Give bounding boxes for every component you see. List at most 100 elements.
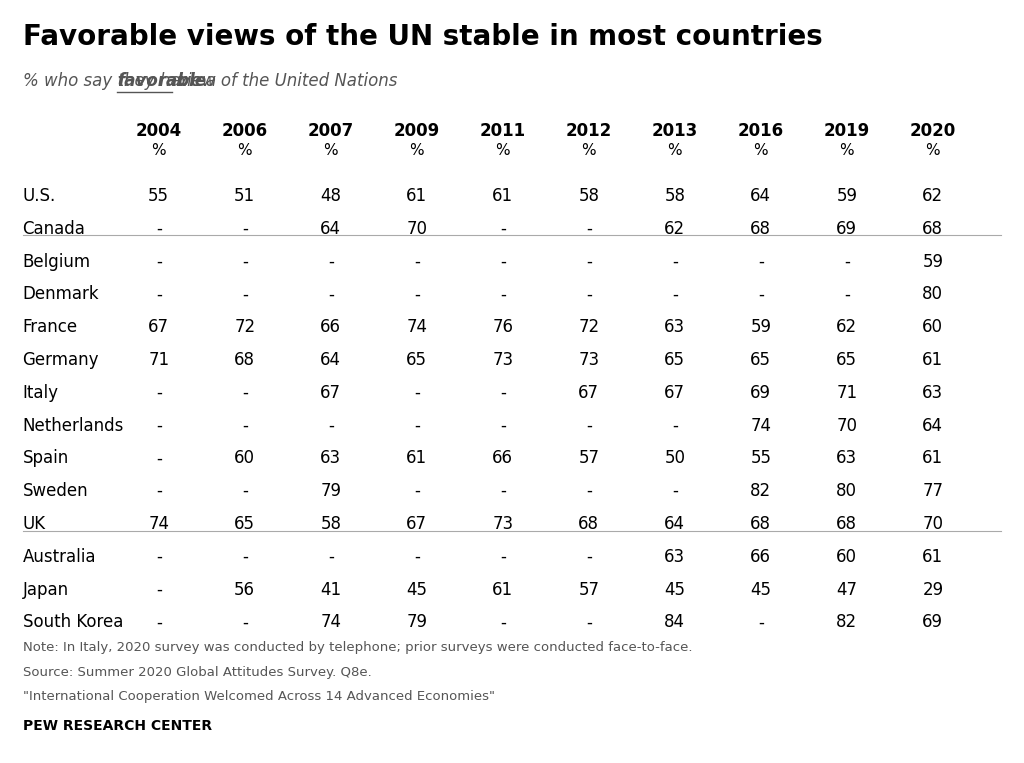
Text: 2020: 2020 xyxy=(909,122,956,140)
Text: 57: 57 xyxy=(579,581,599,599)
Text: 59: 59 xyxy=(751,318,771,336)
Text: -: - xyxy=(500,613,506,632)
Text: 64: 64 xyxy=(665,515,685,533)
Text: -: - xyxy=(242,482,248,501)
Text: 60: 60 xyxy=(837,548,857,566)
Text: -: - xyxy=(758,253,764,271)
Text: -: - xyxy=(156,253,162,271)
Text: -: - xyxy=(156,613,162,632)
Text: 73: 73 xyxy=(579,351,599,369)
Text: 68: 68 xyxy=(923,220,943,238)
Text: -: - xyxy=(500,417,506,435)
Text: 71: 71 xyxy=(837,384,857,402)
Text: 67: 67 xyxy=(321,384,341,402)
Text: 2011: 2011 xyxy=(479,122,526,140)
Text: 68: 68 xyxy=(837,515,857,533)
Text: -: - xyxy=(156,482,162,501)
Text: 60: 60 xyxy=(923,318,943,336)
Text: %: % xyxy=(754,143,768,158)
Text: 68: 68 xyxy=(234,351,255,369)
Text: %: % xyxy=(410,143,424,158)
Text: 74: 74 xyxy=(751,417,771,435)
Text: South Korea: South Korea xyxy=(23,613,123,632)
Text: -: - xyxy=(414,548,420,566)
Text: 59: 59 xyxy=(837,187,857,205)
Text: -: - xyxy=(156,220,162,238)
Text: 50: 50 xyxy=(665,449,685,468)
Text: 79: 79 xyxy=(321,482,341,501)
Text: 62: 62 xyxy=(665,220,685,238)
Text: 69: 69 xyxy=(751,384,771,402)
Text: -: - xyxy=(156,285,162,304)
Text: 55: 55 xyxy=(751,449,771,468)
Text: -: - xyxy=(586,285,592,304)
Text: 60: 60 xyxy=(234,449,255,468)
Text: 70: 70 xyxy=(407,220,427,238)
Text: Note: In Italy, 2020 survey was conducted by telephone; prior surveys were condu: Note: In Italy, 2020 survey was conducte… xyxy=(23,642,692,655)
Text: 62: 62 xyxy=(837,318,857,336)
Text: 65: 65 xyxy=(665,351,685,369)
Text: -: - xyxy=(500,548,506,566)
Text: 74: 74 xyxy=(148,515,169,533)
Text: Spain: Spain xyxy=(23,449,69,468)
Text: 63: 63 xyxy=(665,548,685,566)
Text: -: - xyxy=(586,253,592,271)
Text: -: - xyxy=(500,220,506,238)
Text: 2012: 2012 xyxy=(565,122,612,140)
Text: -: - xyxy=(156,384,162,402)
Text: Japan: Japan xyxy=(23,581,69,599)
Text: %: % xyxy=(668,143,682,158)
Text: 51: 51 xyxy=(234,187,255,205)
Text: 74: 74 xyxy=(407,318,427,336)
Text: 67: 67 xyxy=(148,318,169,336)
Text: France: France xyxy=(23,318,78,336)
Text: -: - xyxy=(156,449,162,468)
Text: 72: 72 xyxy=(234,318,255,336)
Text: 58: 58 xyxy=(321,515,341,533)
Text: Belgium: Belgium xyxy=(23,253,91,271)
Text: -: - xyxy=(242,220,248,238)
Text: -: - xyxy=(672,417,678,435)
Text: Favorable views of the UN stable in most countries: Favorable views of the UN stable in most… xyxy=(23,23,822,51)
Text: % who say they have a: % who say they have a xyxy=(23,72,221,91)
Text: 2004: 2004 xyxy=(135,122,182,140)
Text: 2006: 2006 xyxy=(221,122,268,140)
Text: 70: 70 xyxy=(837,417,857,435)
Text: 82: 82 xyxy=(837,613,857,632)
Text: 72: 72 xyxy=(579,318,599,336)
Text: 61: 61 xyxy=(923,351,943,369)
Text: 73: 73 xyxy=(493,351,513,369)
Text: -: - xyxy=(586,220,592,238)
Text: Germany: Germany xyxy=(23,351,99,369)
Text: 65: 65 xyxy=(234,515,255,533)
Text: Denmark: Denmark xyxy=(23,285,99,304)
Text: 82: 82 xyxy=(751,482,771,501)
Text: 29: 29 xyxy=(923,581,943,599)
Text: -: - xyxy=(156,548,162,566)
Text: Netherlands: Netherlands xyxy=(23,417,124,435)
Text: -: - xyxy=(328,285,334,304)
Text: -: - xyxy=(672,482,678,501)
Text: 65: 65 xyxy=(751,351,771,369)
Text: -: - xyxy=(586,482,592,501)
Text: -: - xyxy=(242,417,248,435)
Text: 68: 68 xyxy=(579,515,599,533)
Text: -: - xyxy=(414,285,420,304)
Text: 66: 66 xyxy=(321,318,341,336)
Text: 68: 68 xyxy=(751,220,771,238)
Text: -: - xyxy=(500,285,506,304)
Text: %: % xyxy=(324,143,338,158)
Text: -: - xyxy=(242,613,248,632)
Text: 65: 65 xyxy=(407,351,427,369)
Text: 64: 64 xyxy=(751,187,771,205)
Text: 66: 66 xyxy=(751,548,771,566)
Text: -: - xyxy=(414,253,420,271)
Text: 67: 67 xyxy=(407,515,427,533)
Text: -: - xyxy=(414,417,420,435)
Text: 61: 61 xyxy=(493,581,513,599)
Text: 84: 84 xyxy=(665,613,685,632)
Text: 67: 67 xyxy=(665,384,685,402)
Text: -: - xyxy=(328,548,334,566)
Text: 2016: 2016 xyxy=(737,122,784,140)
Text: PEW RESEARCH CENTER: PEW RESEARCH CENTER xyxy=(23,720,212,733)
